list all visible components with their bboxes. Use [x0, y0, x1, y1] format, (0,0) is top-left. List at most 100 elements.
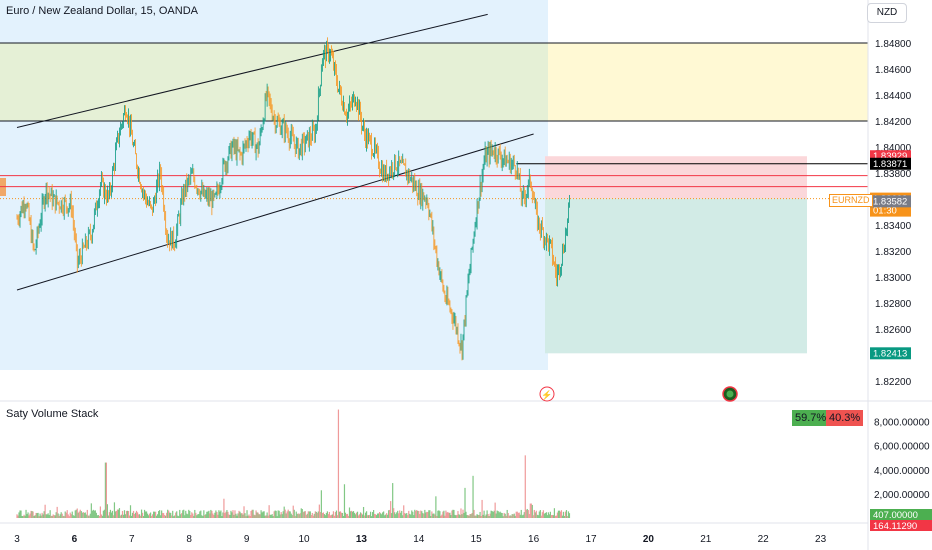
volume-bar — [390, 501, 392, 518]
volume-bar — [50, 515, 52, 518]
volume-bar — [35, 512, 37, 518]
volume-bar — [32, 511, 34, 518]
volume-bar — [186, 513, 188, 518]
volume-bar — [564, 511, 567, 518]
volume-bar — [107, 515, 110, 518]
volume-bar — [541, 512, 543, 518]
volume-bar — [353, 512, 356, 518]
volume-bar — [560, 510, 563, 518]
volume-bar — [493, 510, 495, 518]
volume-bar — [391, 513, 393, 518]
volume-bar — [131, 512, 134, 518]
volume-bar — [289, 511, 291, 518]
volume-bar — [271, 514, 273, 518]
volume-bar — [67, 514, 69, 518]
volume-bar — [215, 510, 217, 518]
volume-bar — [242, 514, 244, 518]
volume-bar — [521, 515, 523, 518]
volume-bar — [331, 514, 334, 518]
volume-bar — [387, 514, 389, 518]
volume-bar — [424, 509, 426, 518]
volume-bar — [401, 510, 403, 518]
volume-bar — [552, 515, 555, 518]
time-tick: 23 — [815, 534, 827, 545]
chart-title: Euro / New Zealand Dollar, 15, OANDA — [6, 5, 198, 17]
volume-bar — [197, 514, 199, 518]
volume-bar — [283, 506, 285, 518]
volume-bar — [303, 511, 305, 518]
volume-bar — [484, 515, 486, 518]
volume-bar — [73, 515, 75, 518]
volume-bar — [504, 513, 506, 518]
volume-bar — [458, 514, 460, 518]
volume-bar — [29, 513, 31, 518]
volume-bar — [462, 509, 464, 518]
volume-bar — [158, 511, 160, 518]
volume-bar — [366, 515, 369, 518]
volume-bar — [467, 515, 469, 518]
volume-bar — [270, 514, 272, 518]
volume-bar — [160, 515, 162, 518]
volume-bar — [486, 510, 488, 518]
volume-bar — [476, 514, 478, 518]
volume-bar — [120, 514, 123, 518]
volume-bar — [312, 515, 314, 518]
price-tick: 1.82200 — [875, 377, 912, 388]
volume-bar — [165, 515, 167, 518]
volume-tick: 8,000.00000 — [874, 418, 930, 429]
time-tick: 7 — [129, 534, 135, 545]
trend-line-0 — [16, 13, 488, 128]
volume-bar — [377, 513, 379, 518]
volume-bar — [342, 515, 345, 518]
premium-zone-right — [548, 43, 868, 121]
volume-bar — [278, 510, 280, 518]
volume-bar — [263, 511, 265, 518]
volume-tick: 2,000.00000 — [874, 490, 930, 501]
volume-bar — [70, 514, 72, 518]
volume-bar — [139, 515, 142, 518]
volume-bar — [330, 514, 333, 518]
volume-bar — [397, 510, 399, 518]
volume-bar — [559, 511, 562, 518]
volume-bar — [455, 515, 457, 518]
volume-bar — [459, 515, 461, 518]
volume-bar — [488, 516, 490, 518]
volume-bar — [317, 511, 319, 518]
volume-bar — [356, 511, 359, 518]
volume-bar — [309, 511, 311, 518]
volume-bar — [563, 515, 566, 518]
volume-bar — [182, 510, 184, 518]
volume-bar — [130, 515, 133, 518]
volume-bar — [17, 515, 19, 518]
volume-bar — [329, 515, 332, 518]
volume-bar — [370, 516, 373, 518]
volume-bar — [442, 511, 444, 518]
volume-bar — [363, 515, 366, 518]
volume-bar — [400, 512, 402, 518]
volume-bar — [404, 513, 406, 518]
volume-bar — [172, 510, 174, 518]
volume-bar — [469, 514, 471, 518]
volume-bar — [196, 515, 198, 518]
currency-selector[interactable]: NZD — [867, 3, 907, 23]
volume-bar — [321, 513, 323, 518]
volume-bar — [240, 513, 242, 518]
volume-bar — [408, 510, 410, 518]
volume-bar — [257, 512, 259, 518]
volume-bar — [440, 515, 442, 518]
volume-bar — [61, 513, 63, 518]
volume-bar — [145, 511, 148, 518]
volume-bar — [517, 512, 519, 518]
volume-bar — [125, 510, 128, 518]
volume-bar — [374, 513, 376, 518]
volume-bar — [244, 513, 246, 518]
volume-bar — [555, 515, 558, 518]
volume-bar — [421, 511, 423, 518]
volume-bar — [194, 509, 196, 518]
volume-bar — [254, 515, 256, 518]
volume-bar — [325, 512, 327, 518]
volume-bar — [132, 510, 135, 518]
volume-bar — [355, 512, 358, 518]
